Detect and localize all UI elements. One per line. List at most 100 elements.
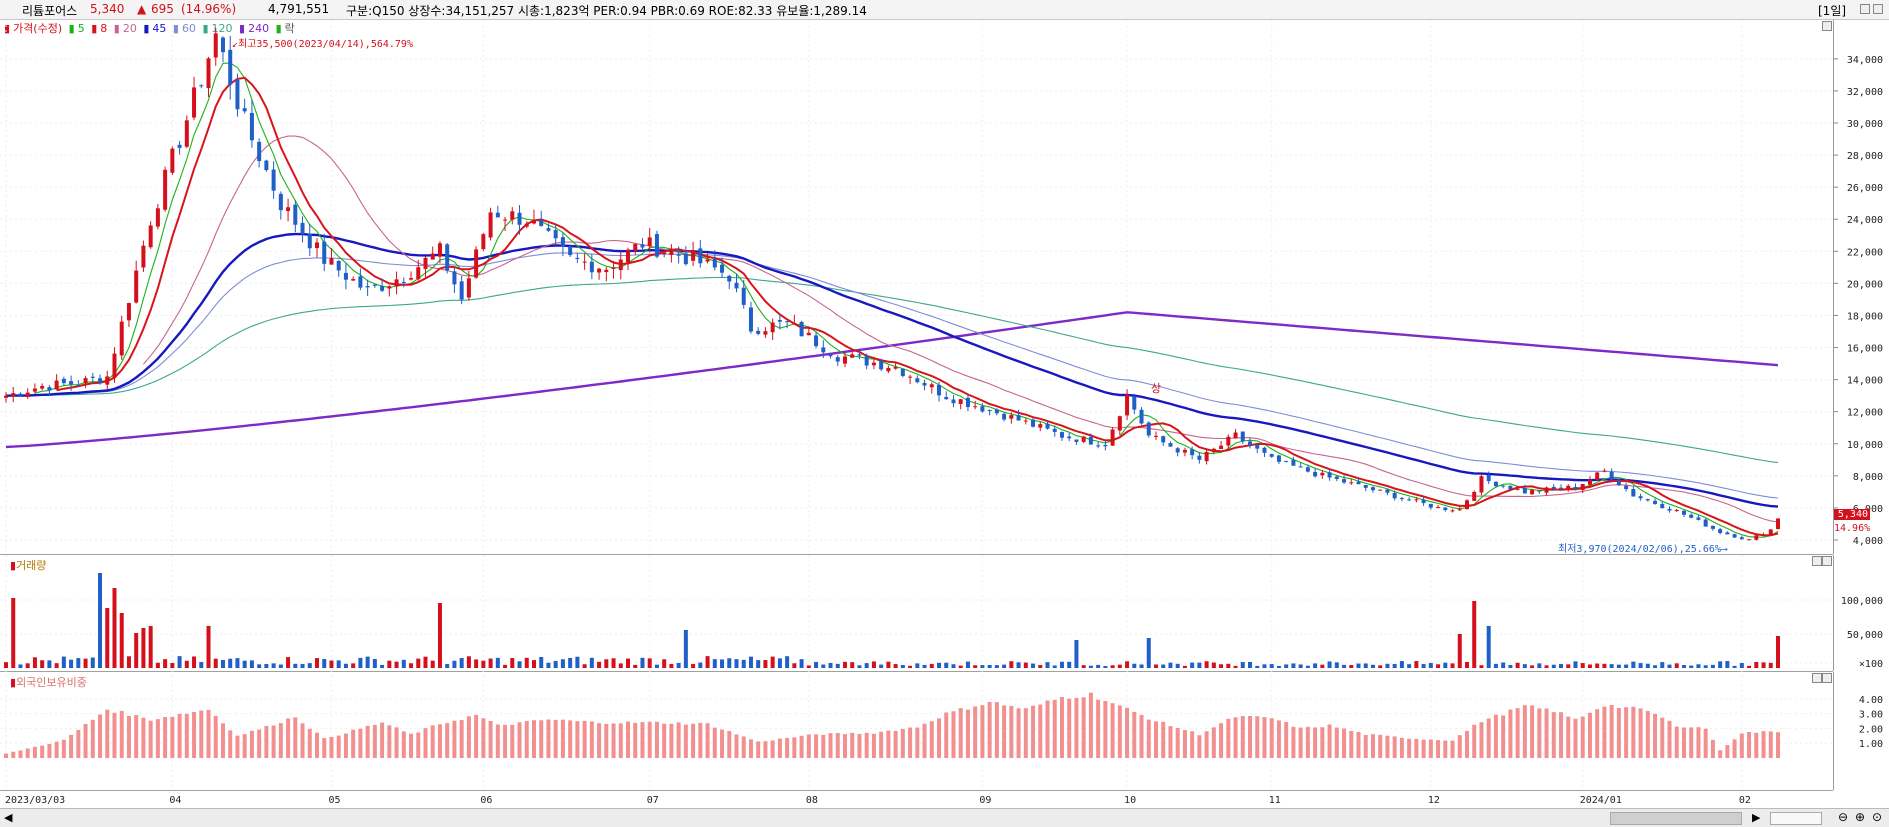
foreign-bar (871, 733, 876, 758)
foreign-bar (47, 744, 52, 758)
candle-body (835, 357, 840, 362)
candle-body (987, 410, 992, 412)
candle-body (365, 286, 370, 288)
foreign-bar (806, 734, 811, 758)
zoom-out-icon[interactable]: ⊖ (1838, 810, 1849, 824)
legend-marker: ▮ (10, 676, 17, 689)
candle-body (1674, 509, 1679, 511)
volume-bar (1522, 664, 1527, 668)
last-price-badge: 5,340 (1834, 509, 1870, 520)
foreign-bar (1508, 709, 1513, 758)
foreign-bar (228, 730, 233, 758)
candle-body (604, 269, 609, 273)
volume-bar (1696, 664, 1701, 668)
volume-panel (0, 555, 1833, 672)
volume-bar (560, 659, 565, 668)
panel-min-icon[interactable] (1812, 673, 1822, 683)
legend-price[interactable]: 가격(수정) (13, 22, 63, 35)
volume-bar (336, 660, 341, 668)
legend-ma240[interactable]: 240 (248, 22, 270, 35)
volume-bar (647, 658, 652, 668)
legend-ma45[interactable]: 45 (152, 22, 167, 35)
scroll-thumb[interactable] (1610, 812, 1742, 825)
foreign-bar (445, 723, 450, 758)
scroll-right-icon[interactable]: ▶ (1752, 811, 1761, 824)
volume-bar (1059, 661, 1064, 668)
panel-close-icon[interactable] (1822, 673, 1832, 683)
zoom-in-icon[interactable]: ⊕ (1855, 810, 1866, 824)
candle-body (1530, 489, 1535, 495)
candle-body (1573, 486, 1578, 489)
last-pct-badge: 14.96% (1834, 523, 1871, 534)
panel-close-icon[interactable] (1822, 556, 1832, 566)
candle-body (510, 211, 515, 220)
legend-ma60[interactable]: 60 (181, 22, 196, 35)
volume-bar (1204, 661, 1209, 668)
candle-body (618, 259, 623, 271)
legend-ma5[interactable]: 5 (77, 22, 85, 35)
foreign-bar (177, 713, 182, 758)
foreign-bar (1587, 712, 1592, 758)
volume-bar (1284, 664, 1289, 668)
bottom-scroll-bar: ◀ ▶ ⊖ ⊕ ⊙ (0, 808, 1889, 827)
candle-body (1551, 486, 1556, 489)
candle-body (799, 321, 804, 337)
foreign-bar (1182, 730, 1187, 758)
close-icon[interactable] (1873, 4, 1883, 14)
candle-body (539, 220, 544, 226)
volume-bar (184, 660, 189, 668)
foreign-bar (474, 714, 479, 758)
scroll-left-icon[interactable]: ◀ (4, 811, 13, 824)
ma45-line (5, 232, 1779, 508)
volume-bar (1645, 663, 1650, 668)
candle-body (1739, 537, 1744, 540)
volume-bar (698, 662, 703, 668)
minimize-icon[interactable] (1860, 4, 1870, 14)
candle-body (524, 223, 529, 227)
foreign-bar (828, 733, 833, 758)
candle-body (1768, 529, 1773, 535)
volume-bar (1038, 665, 1043, 668)
legend-marker: ▮ (113, 22, 120, 35)
foreign-bar (394, 727, 399, 758)
candle-body (553, 230, 558, 239)
legend-ma20[interactable]: 20 (122, 22, 137, 35)
candle-body (1508, 485, 1513, 490)
volume-bar (1580, 663, 1585, 668)
volume-bar (539, 657, 544, 668)
candle-body (1407, 499, 1412, 501)
volume-bar (1226, 663, 1231, 668)
legend-rak[interactable]: 락 (284, 22, 295, 35)
candle-body (1356, 481, 1361, 485)
foreign-bar (734, 734, 739, 758)
zoom-slider[interactable] (1770, 812, 1822, 825)
panel-min-icon[interactable] (1812, 556, 1822, 566)
candle-body (1732, 534, 1737, 538)
legend-ma8[interactable]: 8 (100, 22, 108, 35)
panel-close-icon[interactable] (1822, 21, 1832, 31)
candle-body (1754, 535, 1759, 540)
zoom-reset-icon[interactable]: ⊙ (1872, 810, 1883, 824)
volume-bar (886, 661, 891, 668)
candle-body (922, 382, 927, 386)
foreign-bar (1197, 735, 1202, 758)
volume-bar (597, 661, 602, 668)
volume-bar (1754, 661, 1759, 668)
volume-bar (1110, 665, 1115, 668)
foreign-bar (488, 720, 493, 758)
chart-legend: ▮ 가격(수정) ▮ 5 ▮ 8 ▮ 20 ▮ 45 ▮ 60 ▮ 120 ▮ 240 ▮ 락 (4, 20, 298, 36)
candle-body (119, 321, 124, 356)
volume-bar (1103, 665, 1108, 668)
volume-bar (1146, 638, 1151, 668)
candle-body (1023, 420, 1028, 422)
volume-bar (1667, 664, 1672, 668)
period-selector[interactable]: [1일] (1818, 4, 1847, 18)
foreign-bar (1436, 740, 1441, 758)
y-tick-label: 8,000 (1853, 472, 1883, 483)
foreign-bar (1117, 705, 1122, 758)
foreign-y-axis (1833, 672, 1889, 790)
legend-ma120[interactable]: 120 (211, 22, 233, 35)
foreign-bar (799, 735, 804, 758)
volume-bar (1638, 663, 1643, 668)
stock-name[interactable]: 리튬포어스 (22, 4, 78, 18)
